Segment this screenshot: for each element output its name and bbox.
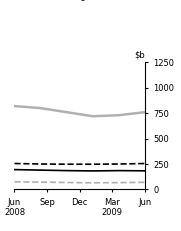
Superannuation funds xyxy=(144,111,146,114)
Other managed funds xyxy=(92,181,94,184)
Other managed funds xyxy=(144,181,146,184)
Public unit trusts xyxy=(144,162,146,165)
Superannuation funds xyxy=(39,107,42,109)
Superannuation funds xyxy=(92,115,94,118)
Life insurance offices xyxy=(66,169,68,172)
Public unit trusts xyxy=(92,163,94,166)
Life insurance offices xyxy=(118,169,120,172)
Text: $b: $b xyxy=(134,51,145,60)
Other managed funds xyxy=(39,181,42,183)
Life insurance offices xyxy=(39,169,42,171)
Public unit trusts xyxy=(39,163,42,165)
Legend: Life insurance offices, Superannuation funds, Public unit trusts, Other managed : Life insurance offices, Superannuation f… xyxy=(8,0,123,1)
Superannuation funds xyxy=(66,111,68,114)
Line: Other managed funds: Other managed funds xyxy=(14,182,145,183)
Life insurance offices xyxy=(92,170,94,172)
Other managed funds xyxy=(66,181,68,184)
Other managed funds xyxy=(118,181,120,184)
Public unit trusts xyxy=(118,163,120,165)
Superannuation funds xyxy=(118,114,120,117)
Public unit trusts xyxy=(13,162,16,165)
Line: Superannuation funds: Superannuation funds xyxy=(14,106,145,116)
Superannuation funds xyxy=(13,105,16,107)
Public unit trusts xyxy=(66,163,68,166)
Line: Life insurance offices: Life insurance offices xyxy=(14,170,145,171)
Life insurance offices xyxy=(144,169,146,172)
Life insurance offices xyxy=(13,168,16,171)
Other managed funds xyxy=(13,180,16,183)
